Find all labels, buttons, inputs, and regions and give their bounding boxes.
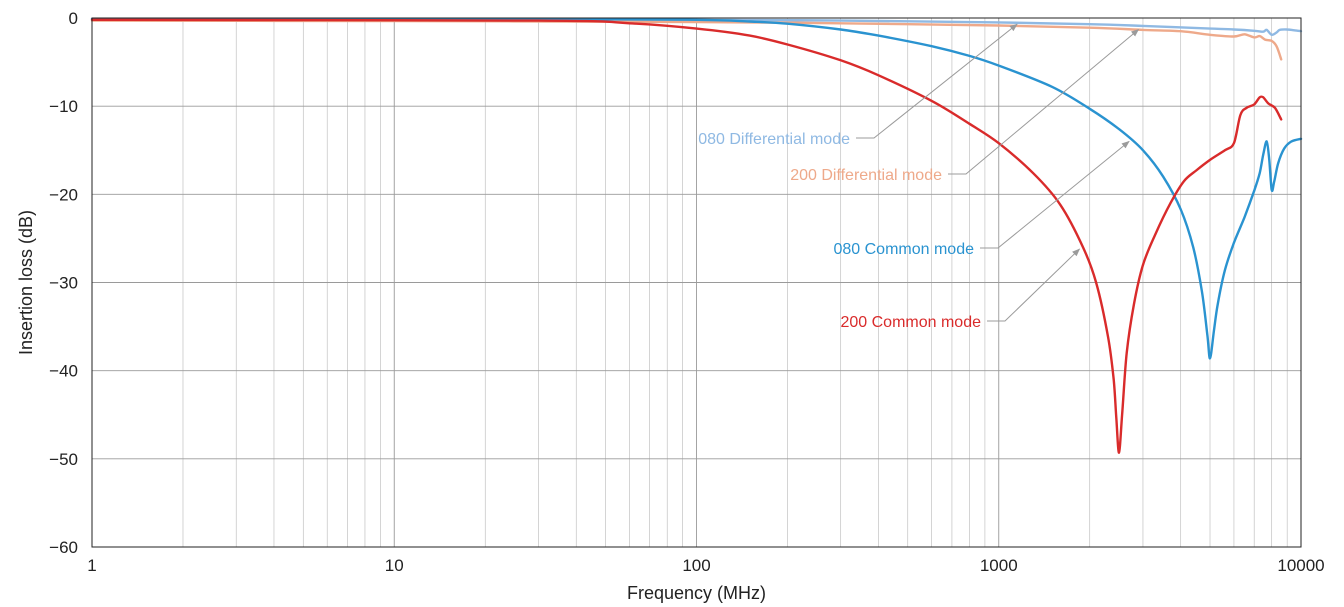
y-tick-label: −30 <box>49 274 78 293</box>
x-tick-label: 100 <box>682 556 710 575</box>
y-tick-label: −60 <box>49 538 78 557</box>
series-callout-label: 200 Differential mode <box>790 167 942 184</box>
y-tick-label: −50 <box>49 450 78 469</box>
callout-leader <box>980 140 1130 249</box>
x-tick-label: 10 <box>385 556 404 575</box>
y-tick-label: −40 <box>49 362 78 381</box>
callout-leader <box>856 23 1018 139</box>
series-line <box>90 17 1303 360</box>
plot-frame <box>91 17 1302 548</box>
plot-grid <box>92 18 1301 547</box>
x-axis-title: Frequency (MHz) <box>627 583 766 603</box>
y-tick-label: −20 <box>49 185 78 204</box>
series-callout-label: 080 Common mode <box>833 241 974 258</box>
x-tick-label: 10000 <box>1277 556 1324 575</box>
axis-ticks: 1 10 100 1000 10000 0 −10 −20 −30 −40 −50 −60 <box>49 9 1324 575</box>
x-tick-label: 1000 <box>980 556 1018 575</box>
y-tick-label: 0 <box>69 9 78 28</box>
series-callout-label: 080 Differential mode <box>698 131 850 148</box>
callout-leader <box>987 248 1081 322</box>
y-axis-title: Insertion loss (dB) <box>16 210 36 355</box>
y-tick-label: −10 <box>49 97 78 116</box>
series-layer <box>90 17 1303 454</box>
callout-leader <box>948 28 1140 175</box>
x-tick-label: 1 <box>87 556 96 575</box>
series-callout-label: 200 Common mode <box>840 314 981 331</box>
series-line <box>90 18 1283 454</box>
annotations-layer: 080 Differential mode 200 Differential mo… <box>698 23 1140 331</box>
